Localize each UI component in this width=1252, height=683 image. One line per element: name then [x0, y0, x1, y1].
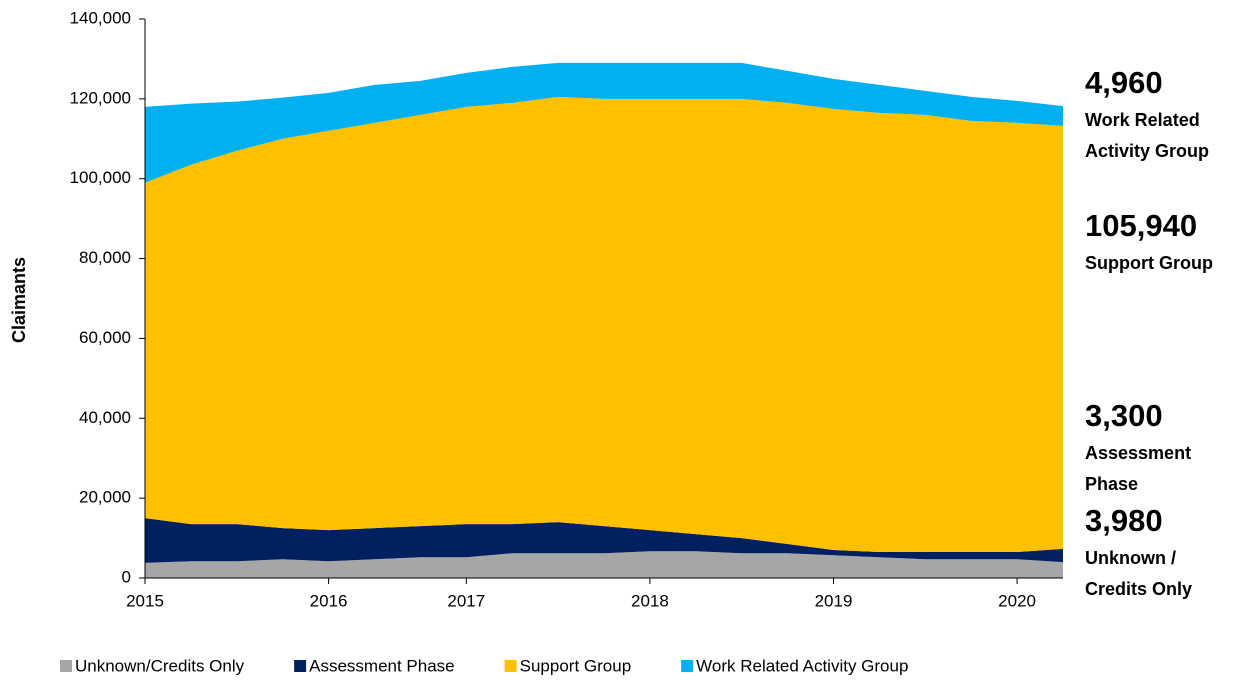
y-tick-label: 60,000: [79, 328, 131, 347]
legend-swatch: [681, 660, 694, 672]
legend-label: Support Group: [520, 656, 632, 675]
legend-swatch: [504, 660, 517, 672]
y-axis-label: Claimants: [9, 257, 29, 343]
legend-label: Work Related Activity Group: [696, 656, 908, 675]
y-tick-label: 20,000: [79, 488, 131, 507]
y-tick-label: 80,000: [79, 248, 131, 267]
annotation-label: Assessment: [1085, 443, 1191, 463]
annotation-value: 3,300: [1085, 398, 1163, 433]
x-tick-label: 2020: [998, 591, 1036, 610]
annotation-label: Unknown /: [1085, 548, 1176, 568]
annotation-label: Work Related: [1085, 110, 1200, 130]
x-tick-label: 2019: [815, 591, 853, 610]
y-tick-label: 120,000: [70, 88, 131, 107]
annotation-value: 105,940: [1085, 208, 1197, 243]
x-tick-label: 2015: [126, 591, 164, 610]
annotation-value: 4,960: [1085, 65, 1163, 100]
annotation-label: Credits Only: [1085, 579, 1192, 599]
annotation-label: Support Group: [1085, 253, 1213, 273]
area: [145, 96, 1063, 553]
legend-swatch: [60, 660, 72, 672]
annotation-label: Activity Group: [1085, 141, 1209, 161]
legend-label: Assessment Phase: [309, 656, 455, 675]
y-tick-label: 140,000: [70, 8, 131, 27]
y-tick-label: 100,000: [70, 168, 131, 187]
legend-swatch: [294, 660, 307, 672]
area: [145, 551, 1063, 578]
annotation-value: 3,980: [1085, 503, 1163, 538]
x-tick-label: 2016: [310, 591, 348, 610]
x-tick-label: 2018: [631, 591, 669, 610]
legend-label: Unknown/Credits Only: [75, 656, 245, 675]
y-tick-label: 40,000: [79, 408, 131, 427]
area: [145, 518, 1063, 563]
x-tick-label: 2017: [447, 591, 485, 610]
y-tick-label: 0: [122, 567, 131, 586]
annotation-label: Phase: [1085, 474, 1138, 494]
area: [145, 62, 1063, 183]
